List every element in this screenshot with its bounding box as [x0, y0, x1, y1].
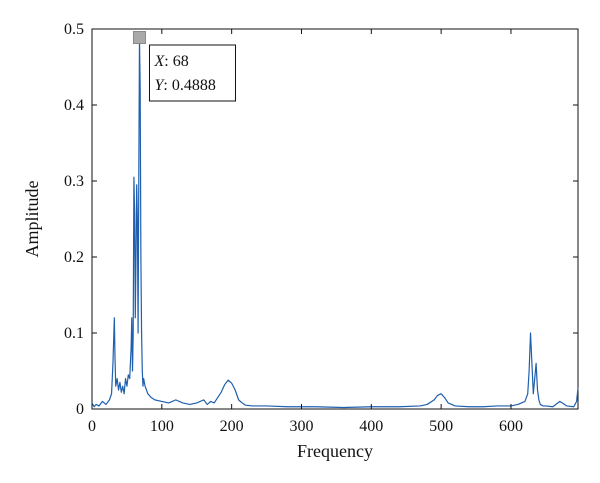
plot-area	[91, 28, 579, 410]
x-tick-label: 600	[499, 418, 523, 435]
x-tick-label: 100	[150, 418, 174, 435]
data-tip-y: Y: 0.4888	[154, 77, 215, 94]
data-layer	[91, 36, 579, 409]
data-tip-y-value: 0.4888	[172, 77, 216, 94]
x-tick-label: 300	[289, 418, 313, 435]
y-tick-label: 0.3	[64, 173, 84, 190]
data-tip-x-value: 68	[173, 53, 189, 70]
y-axis-label: Amplitude	[22, 180, 42, 257]
data-tip-marker	[132, 31, 146, 45]
data-tip-x: X: 68	[153, 53, 188, 70]
x-tick-label: 400	[359, 418, 383, 435]
x-tick-label: 500	[429, 418, 453, 435]
y-tick-label: 0.1	[64, 325, 84, 342]
data-tip-x-label: X	[153, 53, 165, 70]
series-line-0	[91, 36, 579, 409]
plot-frame	[91, 28, 579, 410]
y-tick-label: 0.4	[64, 97, 84, 114]
data-tip-box	[148, 44, 236, 102]
data-tip-y-label: Y	[154, 77, 165, 94]
y-tick-label: 0.2	[64, 249, 84, 266]
y-tick-label: 0.5	[64, 21, 84, 38]
x-tick-label: 200	[220, 418, 244, 435]
axes-layer: 0 100 200 300 400 500 600 0 0.1 0.2 0.3 0.4 0.5	[64, 21, 578, 435]
x-tick-label: 0	[88, 418, 96, 435]
data-tip: X: 68 Y: 0.4888	[132, 31, 236, 102]
x-axis-label: Frequency	[297, 441, 373, 461]
y-tick-label: 0	[76, 401, 84, 418]
